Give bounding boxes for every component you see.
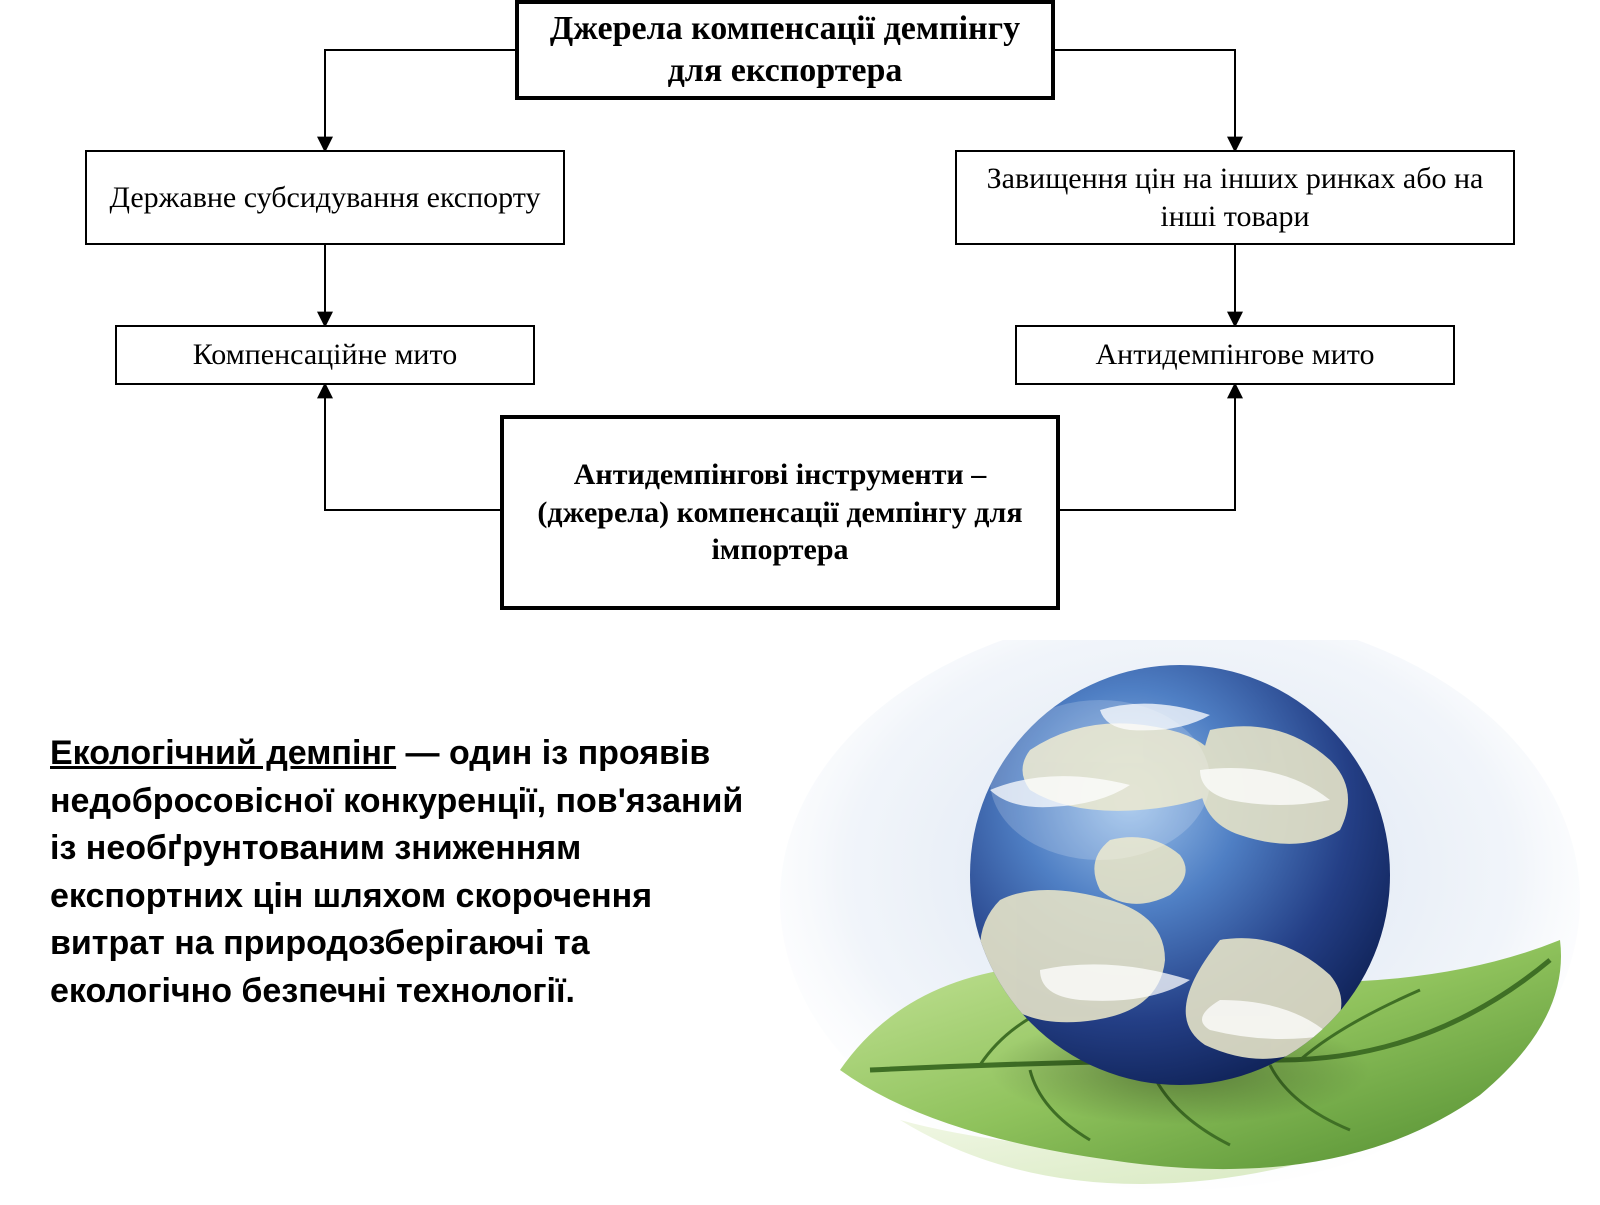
node-left2: Компенсаційне мито xyxy=(115,325,535,385)
node-bottom: Антидемпінгові інструменти – (джерела) к… xyxy=(500,415,1060,610)
definition-term: Екологічний демпінг xyxy=(50,734,396,772)
page-canvas: Джерела компенсації демпінгу для експорт… xyxy=(0,0,1600,1200)
node-right2: Антидемпінгове мито xyxy=(1015,325,1455,385)
globe-on-leaf-illustration xyxy=(780,640,1600,1205)
definition-text: Екологічний демпінг — один із проявів не… xyxy=(50,730,750,1016)
node-right1: Завищення цін на інших ринках або на інш… xyxy=(955,150,1515,245)
globe-on-leaf-icon xyxy=(780,640,1600,1200)
node-top: Джерела компенсації демпінгу для експорт… xyxy=(515,0,1055,100)
node-left1: Державне субсидування експорту xyxy=(85,150,565,245)
definition-rest: — один із проявів недобросовісної конкур… xyxy=(50,734,743,1010)
